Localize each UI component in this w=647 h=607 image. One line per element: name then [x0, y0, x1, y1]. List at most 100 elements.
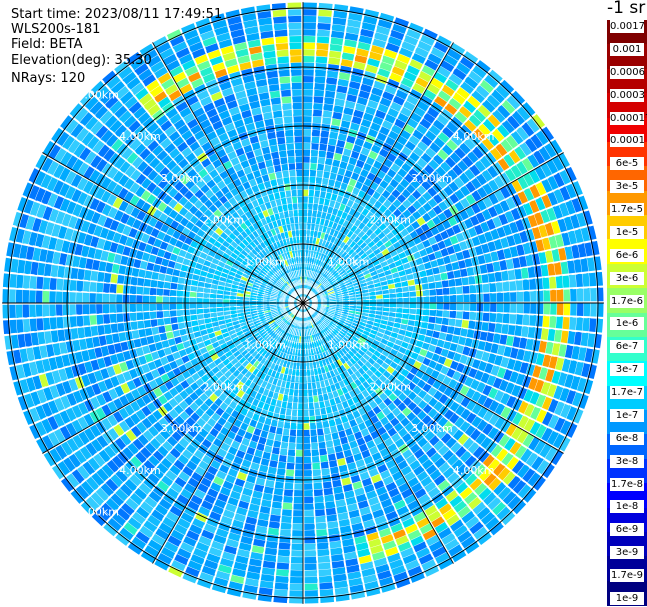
range-gate — [409, 443, 421, 454]
range-gate — [177, 548, 192, 560]
range-gate — [506, 456, 520, 470]
range-gate — [177, 517, 191, 530]
range-gate — [528, 436, 541, 451]
range-gate — [565, 389, 577, 405]
range-gate — [265, 438, 274, 447]
range-gate — [177, 283, 185, 291]
range-gate — [130, 425, 142, 438]
range-gate — [258, 587, 273, 596]
range-gate — [387, 353, 396, 361]
range-gate — [244, 311, 251, 316]
range-gate — [185, 566, 200, 578]
range-gate — [205, 277, 213, 284]
range-gate — [425, 350, 434, 360]
range-gate — [142, 303, 150, 312]
range-gate — [169, 310, 177, 317]
range-gate — [112, 232, 122, 244]
range-gate — [142, 74, 156, 87]
range-gate — [282, 502, 293, 510]
range-gate — [244, 481, 255, 490]
range-gate — [155, 341, 164, 351]
range-gate — [194, 397, 204, 407]
range-gate — [125, 460, 138, 473]
range-gate — [236, 270, 244, 276]
range-gate — [58, 368, 68, 382]
range-gate — [392, 407, 402, 417]
range-gate — [315, 63, 327, 71]
range-gate — [293, 342, 297, 349]
range-gate — [238, 282, 246, 288]
range-gate — [47, 193, 59, 208]
range-gate — [129, 182, 141, 194]
range-gate — [198, 276, 206, 283]
range-gate — [189, 297, 197, 303]
range-gate — [391, 432, 402, 443]
range-gate — [380, 469, 391, 480]
range-gate — [106, 366, 116, 378]
range-gate — [137, 385, 147, 397]
range-gate — [415, 421, 426, 432]
range-gate — [166, 511, 180, 523]
range-gate — [310, 321, 314, 328]
range-gate — [385, 459, 397, 469]
range-gate — [304, 563, 317, 571]
range-gate — [69, 279, 77, 292]
range-gate — [422, 383, 432, 393]
range-gate — [265, 274, 272, 280]
range-gate — [258, 92, 270, 101]
range-gate — [22, 182, 34, 198]
range-gate — [466, 329, 475, 339]
range-gate — [238, 253, 246, 260]
range-gate — [346, 375, 354, 384]
range-gate — [303, 336, 306, 343]
range-gate — [522, 314, 530, 326]
range-gate — [469, 521, 484, 535]
range-gate — [258, 286, 266, 291]
range-gate — [272, 332, 278, 340]
range-gate — [471, 391, 482, 403]
range-gate — [443, 358, 453, 368]
range-gate — [257, 10, 272, 20]
range-gate — [255, 228, 263, 236]
range-gate — [583, 379, 594, 395]
range-gate — [173, 192, 184, 203]
range-gate — [120, 465, 133, 478]
range-gate — [209, 303, 217, 308]
range-gate — [174, 181, 185, 192]
range-gate — [278, 271, 284, 278]
range-gate — [570, 303, 577, 316]
range-gate — [353, 452, 363, 462]
range-gate — [559, 387, 570, 402]
range-gate — [290, 334, 295, 342]
range-gate — [140, 501, 154, 514]
range-gate — [264, 292, 271, 297]
range-gate — [346, 360, 354, 368]
range-gate — [96, 304, 103, 314]
range-gate — [349, 305, 357, 309]
range-gate — [362, 353, 371, 361]
range-gate — [124, 203, 135, 215]
range-gate — [228, 197, 237, 206]
range-gate — [469, 311, 477, 321]
range-gate — [298, 403, 303, 410]
range-gate — [465, 516, 480, 529]
range-gate — [304, 530, 316, 537]
range-gate — [570, 375, 581, 391]
range-gate — [313, 482, 323, 490]
range-gate — [477, 406, 488, 419]
range-gate — [303, 29, 316, 36]
range-gate — [69, 103, 84, 118]
range-gate — [253, 538, 266, 547]
range-gate — [281, 401, 288, 409]
range-gate — [564, 373, 574, 389]
range-gate — [152, 450, 165, 462]
range-gate — [333, 573, 347, 582]
range-gate — [52, 180, 64, 195]
range-gate — [270, 331, 277, 338]
range-gate — [236, 292, 244, 297]
range-gate — [321, 310, 328, 314]
range-gate — [172, 246, 181, 256]
range-gate — [52, 343, 61, 356]
range-gate — [427, 510, 442, 522]
range-gate — [361, 567, 376, 577]
